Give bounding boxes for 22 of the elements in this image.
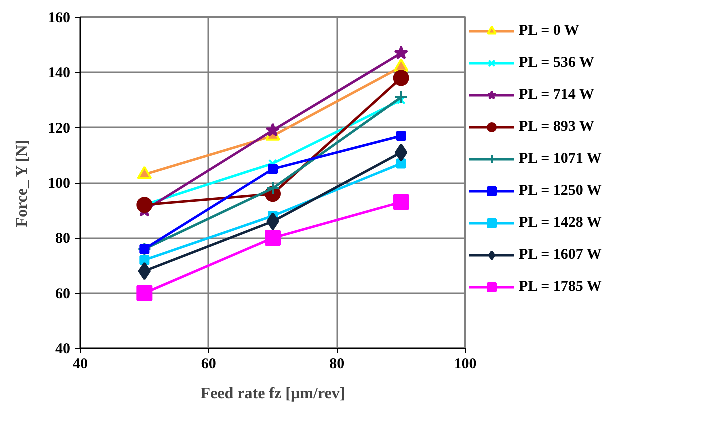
x-tick-label: 80 xyxy=(330,356,345,372)
legend-label: PL = 893 W xyxy=(519,118,596,136)
x-tick-label: 40 xyxy=(73,356,88,372)
legend-label: PL = 1607 W xyxy=(519,246,603,264)
y-tick-label: 80 xyxy=(56,231,70,248)
y-tick-label: 160 xyxy=(48,10,70,26)
x-tick-label: 60 xyxy=(201,356,216,372)
legend-label: PL = 0 W xyxy=(519,22,580,40)
legend-label: PL = 1250 W xyxy=(519,182,603,200)
y-tick-label: 100 xyxy=(48,176,70,192)
legend-label: PL = 536 W xyxy=(519,54,596,72)
y-tick-label: 60 xyxy=(56,286,70,302)
legend-label: PL = 714 W xyxy=(519,86,596,104)
y-tick-label: 40 xyxy=(56,342,70,358)
y-tick-label: 140 xyxy=(48,66,70,82)
legend-label: PL = 1785 W xyxy=(519,278,603,296)
y-tick-label: 120 xyxy=(48,120,70,137)
y-axis-title: Force_ Y [N] xyxy=(14,140,31,228)
legend-label: PL = 1428 W xyxy=(519,214,603,232)
legend-label: PL = 1071 W xyxy=(519,150,603,168)
x-tick-label: 100 xyxy=(454,356,477,372)
x-axis-title: Feed rate fz [µm/rev] xyxy=(200,386,346,402)
